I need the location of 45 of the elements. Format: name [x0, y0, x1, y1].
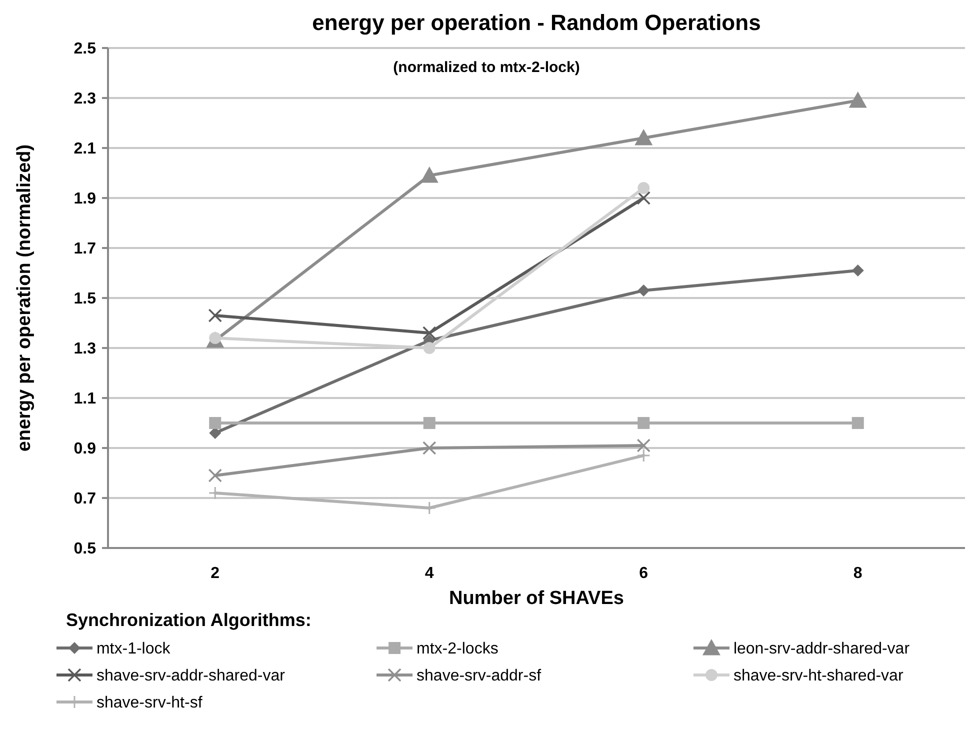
point [636, 448, 650, 462]
y-tick-label: 1.3 [74, 340, 96, 358]
legend-title: Synchronization Algorithms: [66, 610, 312, 630]
point [208, 308, 222, 322]
point [634, 129, 653, 146]
point [636, 191, 651, 205]
point [852, 264, 864, 276]
point [848, 92, 867, 108]
y-tick-label: 2.1 [74, 140, 96, 158]
legend-label: mtx-1-lock [96, 640, 172, 658]
legend-label: leon-srv-addr-shared-var [733, 640, 910, 658]
point [423, 417, 436, 429]
y-tick-label: 0.7 [74, 490, 96, 508]
point [636, 438, 651, 452]
point [420, 166, 438, 183]
x-tick-label: 4 [424, 565, 434, 582]
text: (normalized to mtx-2-lock) [393, 59, 580, 76]
x-tick-label: 2 [210, 565, 220, 582]
point [422, 441, 436, 455]
point [638, 417, 650, 429]
y-tick-label: 1.1 [74, 390, 96, 408]
y-axis-title: energy per operation (normalized) [14, 144, 35, 452]
x-tick-label: 8 [853, 565, 862, 582]
point [422, 326, 436, 340]
point [638, 284, 650, 296]
y-tick-label: 1.5 [74, 290, 96, 308]
legend-label: shave-srv-ht-shared-var [733, 668, 904, 685]
legend-label: shave-srv-addr-shared-var [96, 668, 286, 685]
point [208, 468, 222, 482]
y-tick-label: 2.5 [74, 40, 96, 58]
x-axis-title: Number of SHAVEs [449, 588, 624, 609]
y-tick-label: 0.5 [74, 540, 96, 558]
point [638, 182, 650, 194]
y-tick-label: 1.7 [74, 240, 96, 258]
y-tick-label: 0.9 [74, 440, 96, 458]
legend-label: shave-srv-addr-sf [416, 668, 542, 685]
point [209, 417, 222, 429]
x-tick-label: 6 [639, 565, 648, 582]
point [852, 417, 864, 429]
legend-label: mtx-2-locks [416, 640, 498, 658]
legend-label: shave-srv-ht-sf [96, 694, 203, 712]
y-tick-label: 2.3 [74, 90, 96, 108]
chart-title: energy per operation - Random Operations [312, 10, 761, 35]
y-tick-label: 1.9 [74, 190, 96, 208]
point [423, 342, 436, 354]
